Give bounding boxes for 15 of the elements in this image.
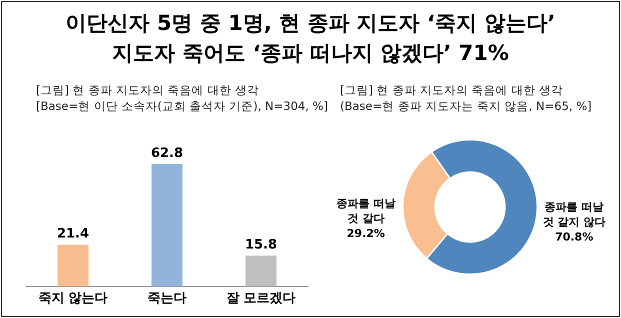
chart-subtitle: (Base=현 종파 지도자는 죽지 않음, N=65, %] [340,98,592,114]
data-label: 70.8% [555,230,594,244]
data-label: 29.2% [346,227,385,240]
chart-title: [그림] 현 종파 지도자의 죽음에 대한 생각 [340,82,564,98]
text: 이단신자 5명 중 1명, 현 종파 지도자 ‘죽지 않는다’ 지도자 죽어도 ‘종파 떠나지 않겠다’ 71% [64,10,556,67]
slice-label: 종파를 떠날 것 같다 [336,197,396,226]
data-label: 62.8 [150,146,184,161]
x-tick-label: 죽는다 [148,290,186,305]
data-label: 15.8 [244,237,278,252]
x-tick-label: 잘 모르겠다 [226,290,296,305]
chart-subtitle: [Base=현 이단 소속자(교회 출석자 기준), N=304, %] [36,98,328,114]
x-tick-label: 죽지 않는다 [38,290,108,305]
chart-title: [그림] 현 종파 지도자의 죽음에 대한 생각 [36,82,260,98]
data-label: 21.4 [56,226,90,242]
slice-label: 종파를 떠날 것 같지 않다 [542,200,606,229]
